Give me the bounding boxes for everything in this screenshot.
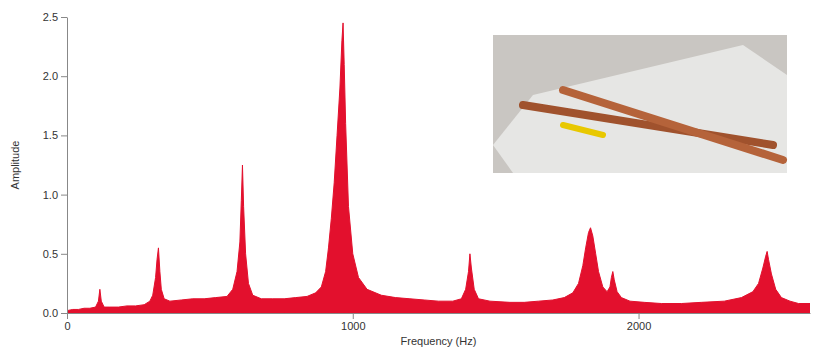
y-tick: 2.0 — [43, 70, 67, 82]
y-tick-label: 1.0 — [43, 189, 58, 201]
y-tick-mark — [61, 76, 67, 77]
plot: 0 1000 2000 0.0 0.5 1.0 1.5 2.0 2.5 — [43, 11, 811, 332]
y-tick: 1.5 — [43, 129, 67, 141]
y-tick-label: 0.0 — [43, 307, 58, 319]
photo-inset — [493, 35, 787, 173]
photo-hammer — [563, 125, 603, 135]
photo-background — [493, 35, 787, 173]
x-tick: 0 — [64, 313, 70, 332]
x-tick: 2000 — [627, 313, 651, 332]
photo-rod — [563, 90, 783, 160]
chart: 0 1000 2000 0.0 0.5 1.0 1.5 2.0 2.5 Frequency (Hz… — [0, 0, 820, 351]
x-tick-label: 1000 — [341, 320, 365, 332]
x-tick-label: 0 — [64, 320, 70, 332]
y-tick-label: 2.0 — [43, 70, 58, 82]
y-tick: 0.0 — [43, 307, 67, 319]
photo-table — [493, 45, 787, 173]
y-axis-title: Amplitude — [9, 141, 21, 190]
y-tick-mark — [61, 17, 67, 18]
x-tick-mark — [67, 313, 68, 319]
y-tick-mark — [61, 195, 67, 196]
y-axis-line — [67, 18, 68, 314]
spectrum-area — [67, 23, 810, 313]
y-tick-label: 2.5 — [43, 11, 58, 23]
x-axis-line — [68, 313, 811, 314]
y-tick: 1.0 — [43, 189, 67, 201]
marks — [67, 23, 810, 313]
x-tick-mark — [639, 313, 640, 319]
y-tick-label: 0.5 — [43, 248, 58, 260]
x-tick-mark — [353, 313, 354, 319]
y-tick: 0.5 — [43, 248, 67, 260]
y-axis: 0.0 0.5 1.0 1.5 2.0 2.5 — [43, 11, 68, 319]
x-axis-title: Frequency (Hz) — [401, 335, 477, 347]
x-tick: 1000 — [341, 313, 365, 332]
x-axis: 0 1000 2000 — [64, 313, 810, 332]
y-tick: 2.5 — [43, 11, 67, 23]
photo-rod — [523, 105, 773, 145]
y-tick-label: 1.5 — [43, 129, 58, 141]
x-tick-label: 2000 — [627, 320, 651, 332]
y-tick-mark — [61, 135, 67, 136]
y-tick-mark — [61, 254, 67, 255]
y-tick-mark — [61, 313, 67, 314]
